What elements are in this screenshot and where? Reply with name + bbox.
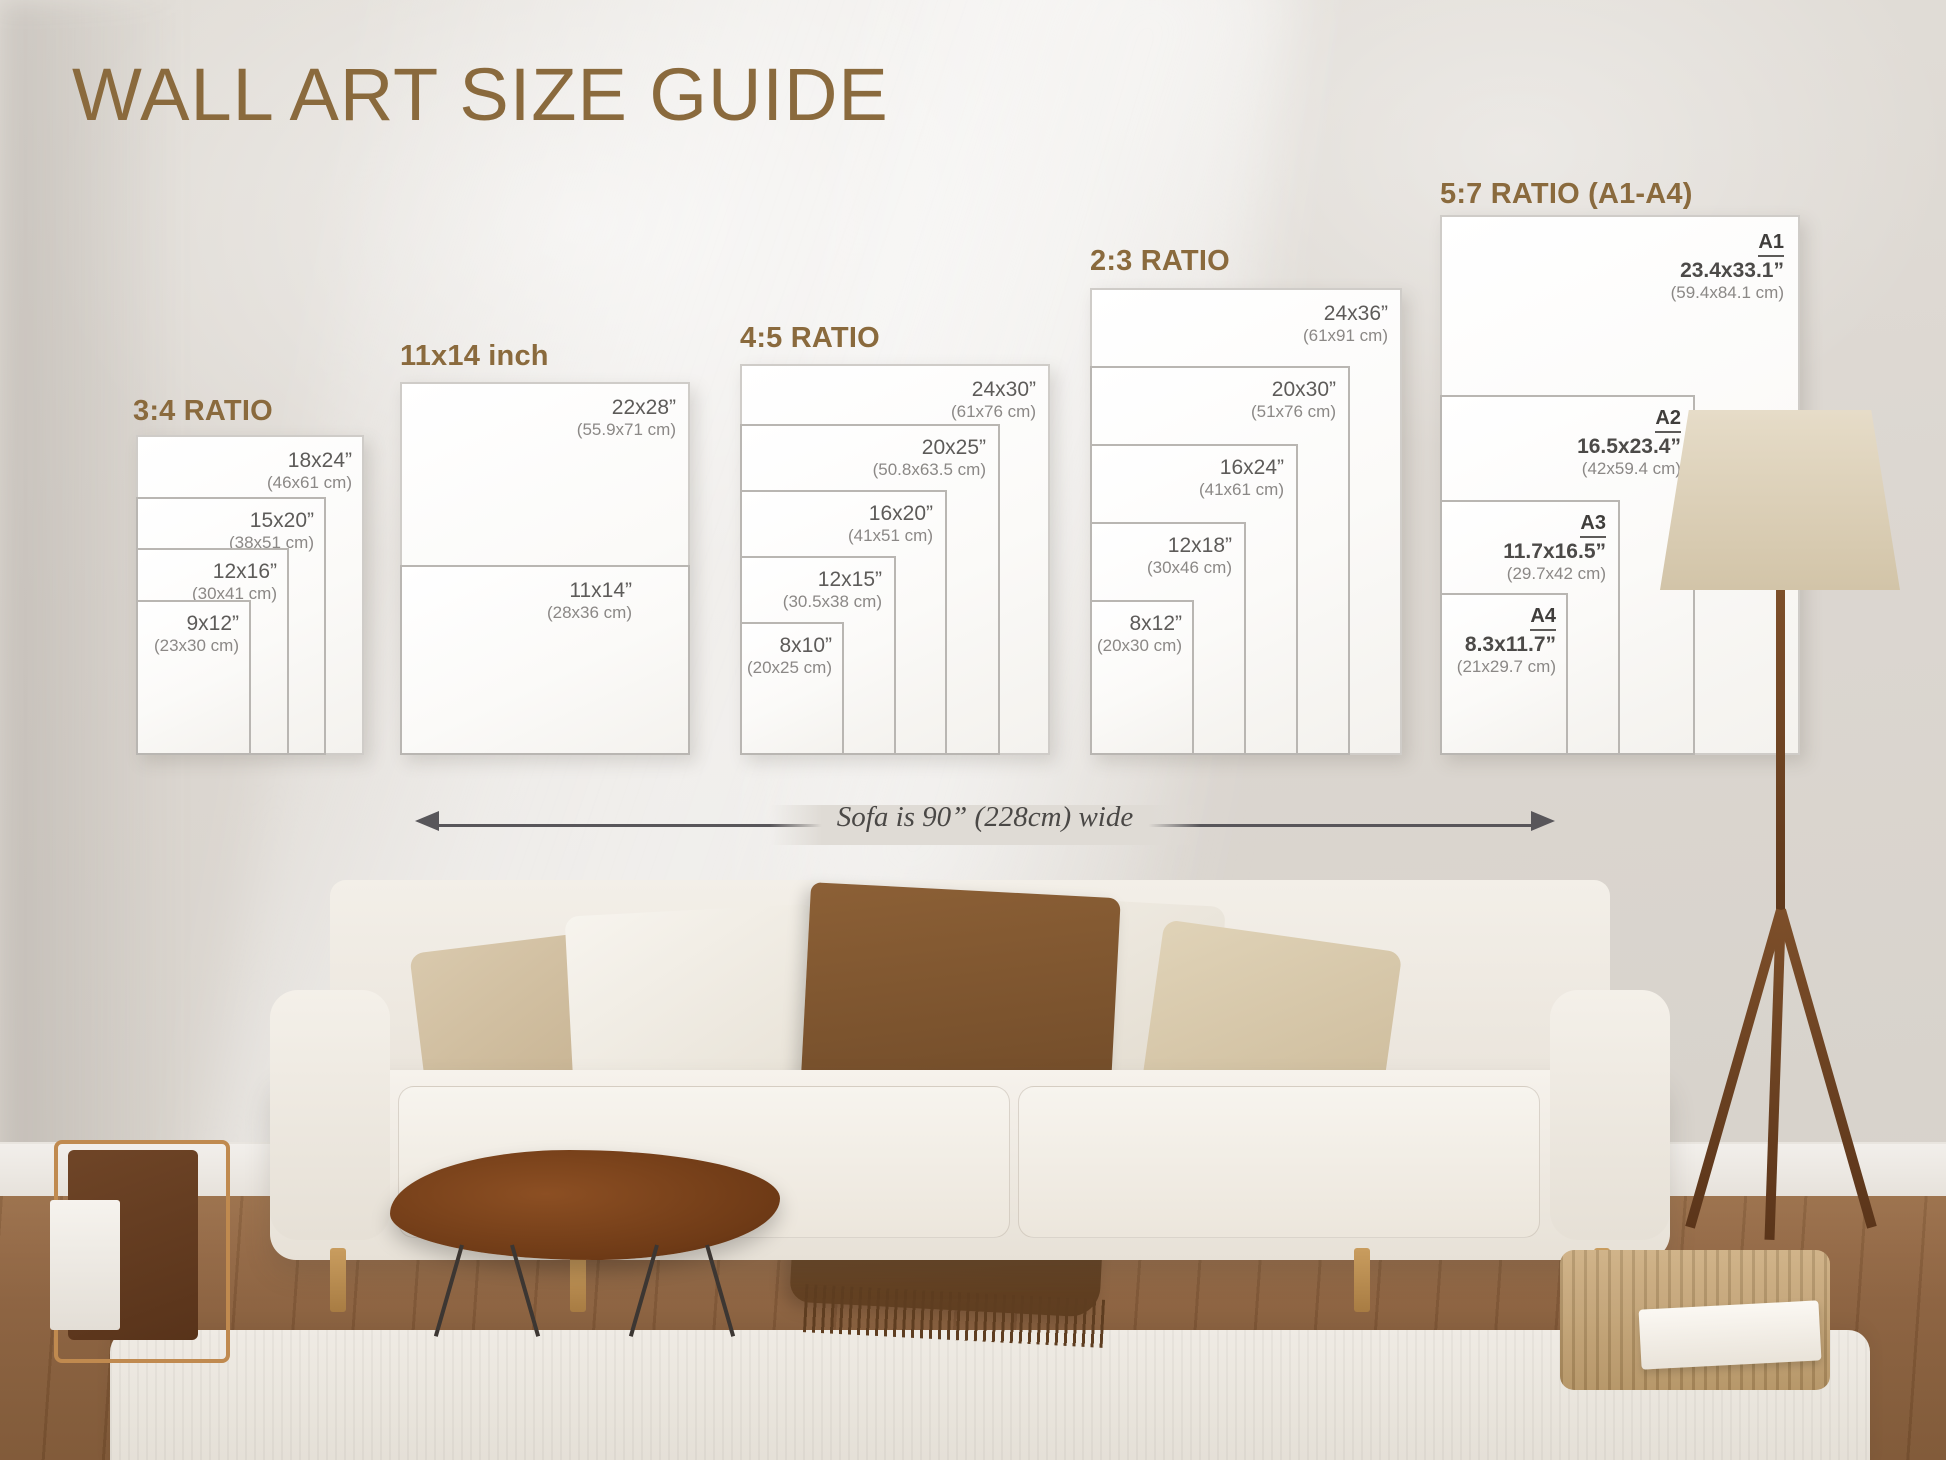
table-leg-2: [510, 1244, 541, 1337]
frame-label-18x24: 18x24” (46x61 cm): [267, 449, 352, 492]
group-title-3-4: 3:4 RATIO: [133, 395, 273, 427]
label-inch: 11.7x16.5”: [1503, 539, 1606, 563]
frame-8x10[interactable]: 8x10” (20x25 cm): [740, 622, 844, 755]
label-inch: 20x25”: [921, 436, 986, 459]
frame-11x14[interactable]: 11x14” (28x36 cm): [400, 565, 690, 755]
sofa-leg-3: [1354, 1248, 1370, 1312]
frame-a4[interactable]: A4 8.3x11.7” (21x29.7 cm): [1440, 593, 1568, 755]
sofa-width-arrow: Sofa is 90” (228cm) wide: [415, 801, 1555, 845]
frame-label-a1: A1 23.4x33.1” (59.4x84.1 cm): [1671, 231, 1784, 302]
label-cm: (61x91 cm): [1302, 325, 1388, 345]
group-title-2-3: 2:3 RATIO: [1090, 245, 1230, 277]
frame-label-24x36: 24x36” (61x91 cm): [1303, 302, 1388, 345]
label-inch: 23.4x33.1”: [1680, 258, 1784, 282]
label-cm: (21x29.7 cm): [1456, 656, 1556, 676]
sofa-width-label: Sofa is 90” (228cm) wide: [836, 801, 1134, 833]
label-inch: 20x30”: [1271, 378, 1336, 401]
frame-label-22x28: 22x28” (55.9x71 cm): [577, 396, 676, 439]
arrow-head-left-icon: [415, 811, 439, 831]
frame-label-24x30: 24x30” (61x76 cm): [951, 378, 1036, 421]
label-cm: (41x51 cm): [847, 525, 933, 545]
label-cm: (29.7x42 cm): [1506, 563, 1606, 583]
sofa-arm-left: [270, 990, 390, 1240]
magazine-rack: [50, 1140, 230, 1380]
label-cm: (28x36 cm): [546, 602, 632, 622]
sofa-leg-1: [330, 1248, 346, 1312]
label-cm: (61x76 cm): [950, 401, 1036, 421]
frame-label-11x14: 11x14” (28x36 cm): [547, 579, 632, 622]
lamp-shade: [1660, 410, 1900, 590]
label-cm: (51x76 cm): [1250, 401, 1336, 421]
floor-lamp: [1650, 410, 1910, 1310]
label-inch: 8x12”: [1129, 612, 1182, 635]
label-a-name: A4: [1530, 605, 1556, 631]
label-cm: (30x41 cm): [191, 583, 277, 603]
label-cm: (30x46 cm): [1146, 557, 1232, 577]
frame-label-16x24: 16x24” (41x61 cm): [1199, 456, 1284, 499]
label-inch: 18x24”: [287, 449, 352, 472]
label-cm: (20x30 cm): [1096, 635, 1182, 655]
frame-label-a3: A3 11.7x16.5” (29.7x42 cm): [1503, 512, 1606, 583]
frame-label-16x20: 16x20” (41x51 cm): [848, 502, 933, 545]
open-book: [1638, 1300, 1822, 1370]
table-leg-4: [705, 1244, 736, 1337]
label-inch: 24x30”: [971, 378, 1036, 401]
label-cm: (20x25 cm): [746, 657, 832, 677]
label-inch: 24x36”: [1323, 302, 1388, 325]
label-inch: 12x18”: [1167, 534, 1232, 557]
label-cm: (50.8x63.5 cm): [872, 459, 986, 479]
frame-label-15x20: 15x20” (38x51 cm): [229, 509, 314, 552]
table-leg-1: [433, 1244, 464, 1337]
label-a-name: A3: [1580, 512, 1606, 538]
frame-label-8x10: 8x10” (20x25 cm): [747, 634, 832, 677]
lamp-tripod-leg-2: [1776, 908, 1877, 1229]
magazines: [50, 1200, 120, 1330]
arrow-text-backdrop: [770, 805, 1200, 845]
frame-label-12x15: 12x15” (30.5x38 cm): [783, 568, 882, 611]
label-inch: 12x16”: [212, 560, 277, 583]
label-inch: 15x20”: [249, 509, 314, 532]
label-cm: (55.9x71 cm): [576, 419, 676, 439]
frame-9x12[interactable]: 9x12” (23x30 cm): [136, 600, 251, 755]
label-inch: 11x14”: [569, 579, 632, 602]
frame-label-a4: A4 8.3x11.7” (21x29.7 cm): [1457, 605, 1556, 676]
frame-label-12x18: 12x18” (30x46 cm): [1147, 534, 1232, 577]
frame-label-20x25: 20x25” (50.8x63.5 cm): [873, 436, 986, 479]
label-inch: 9x12”: [186, 612, 239, 635]
label-cm: (23x30 cm): [153, 635, 239, 655]
coffee-table: [390, 1150, 780, 1337]
group-title-4-5: 4:5 RATIO: [740, 322, 880, 354]
label-inch: 22x28”: [611, 396, 676, 419]
frame-label-8x12: 8x12” (20x30 cm): [1097, 612, 1182, 655]
sofa-leg-2: [570, 1248, 586, 1312]
label-a-name: A1: [1758, 231, 1784, 257]
live-edge-table-top: [390, 1150, 780, 1260]
label-cm: (42x59.4 cm): [1581, 458, 1681, 478]
label-cm: (46x61 cm): [266, 472, 352, 492]
label-inch: 8.3x11.7”: [1464, 632, 1556, 656]
frame-8x12[interactable]: 8x12” (20x30 cm): [1090, 600, 1194, 755]
label-inch: 8x10”: [779, 634, 832, 657]
label-a-name: A2: [1655, 407, 1681, 433]
label-inch: 12x15”: [817, 568, 882, 591]
seat-cushion-right: [1018, 1086, 1540, 1238]
frame-label-a2: A2 16.5x23.4” (42x59.4 cm): [1577, 407, 1681, 478]
frame-label-12x16: 12x16” (30x41 cm): [192, 560, 277, 603]
label-cm: (30.5x38 cm): [782, 591, 882, 611]
sofa-arm-right: [1550, 990, 1670, 1240]
label-inch: 16x20”: [868, 502, 933, 525]
page-title: WALL ART SIZE GUIDE: [72, 53, 889, 136]
group-title-5-7: 5:7 RATIO (A1-A4): [1440, 178, 1693, 210]
label-cm: (41x61 cm): [1198, 479, 1284, 499]
label-cm: (38x51 cm): [228, 532, 314, 552]
label-cm: (59.4x84.1 cm): [1670, 282, 1784, 302]
arrow-head-right-icon: [1531, 811, 1555, 831]
label-inch: 16x24”: [1219, 456, 1284, 479]
lamp-pole: [1776, 590, 1785, 920]
frame-label-20x30: 20x30” (51x76 cm): [1251, 378, 1336, 421]
frame-label-9x12: 9x12” (23x30 cm): [154, 612, 239, 655]
label-inch: 16.5x23.4”: [1577, 434, 1681, 458]
group-title-11x14: 11x14 inch: [400, 340, 549, 372]
